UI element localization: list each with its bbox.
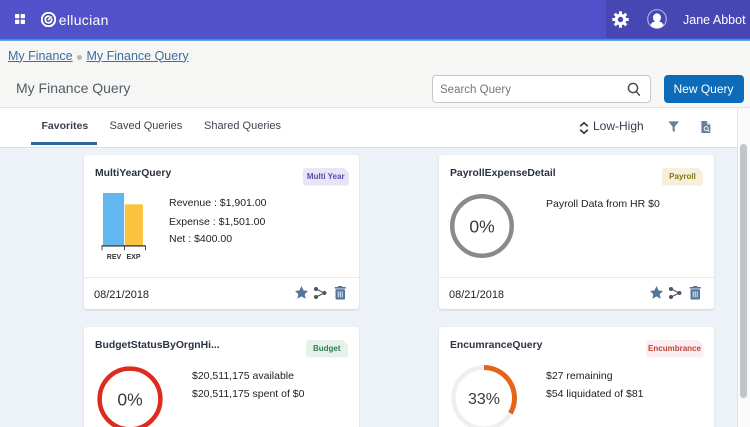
svg-text:33%: 33% bbox=[467, 391, 499, 408]
svg-text:EXP: EXP bbox=[126, 254, 140, 261]
svg-text:0%: 0% bbox=[469, 217, 494, 237]
svg-text:REV: REV bbox=[107, 254, 122, 261]
svg-text:0%: 0% bbox=[117, 389, 142, 409]
